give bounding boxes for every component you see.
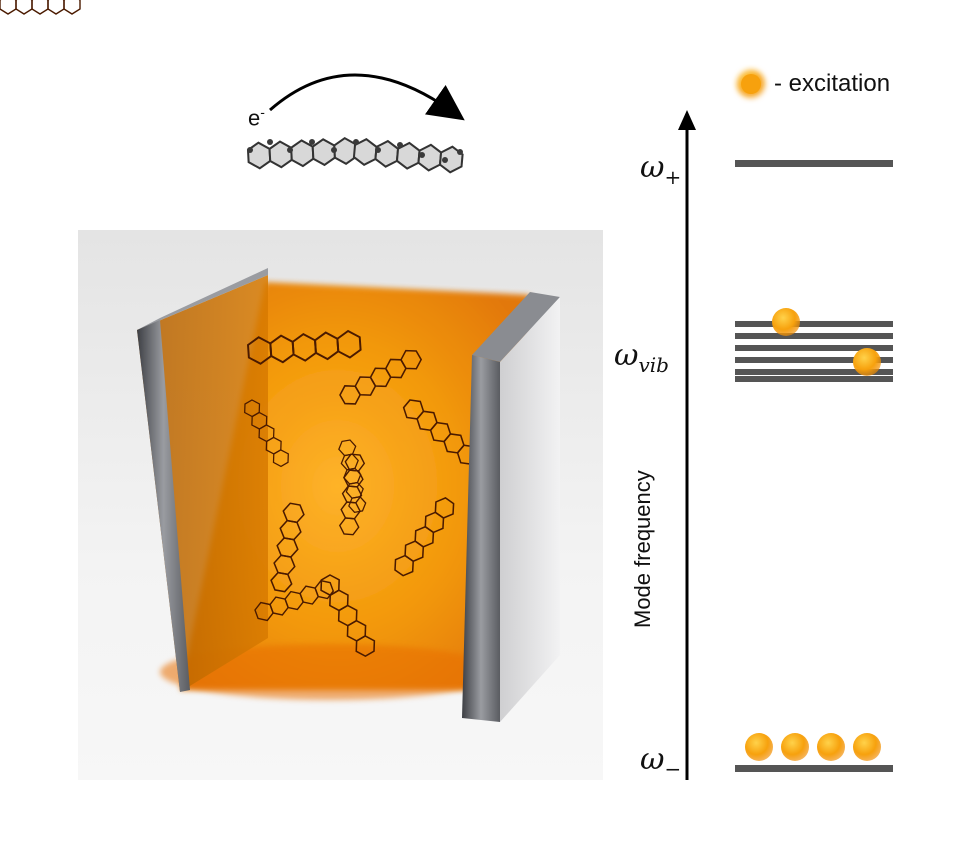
left-mirror: [137, 268, 268, 692]
electron-symbol: e: [248, 105, 261, 131]
excitation-ball: [745, 733, 773, 761]
excitation-ball: [817, 733, 845, 761]
omega-plus-symbol: ω: [640, 150, 665, 185]
excitation-ball: [772, 308, 800, 336]
axis-arrowhead: [678, 110, 696, 130]
legend-excitation-core: [741, 74, 761, 94]
omega-vib-label: ωvib: [614, 338, 669, 377]
excitation-ball: [781, 733, 809, 761]
omega-minus-sub: −: [664, 757, 682, 781]
electron-label: e-: [248, 104, 265, 131]
omega-minus-label: ω−: [640, 742, 681, 781]
omega-plus-sub: +: [664, 165, 682, 189]
lower-level-line: [735, 765, 893, 772]
excitation-ball: [853, 348, 881, 376]
molecules: [0, 0, 482, 660]
omega-vib-sub: vib: [638, 353, 669, 377]
vib-level-lines: [735, 321, 893, 382]
electron-transfer-arrow: [269, 73, 465, 121]
right-mirror: [462, 292, 560, 722]
axis-label: Mode frequency: [630, 470, 655, 628]
excitation-ball: [853, 733, 881, 761]
omega-minus-symbol: ω: [640, 742, 665, 777]
omega-vib-symbol: ω: [614, 338, 639, 373]
electron-charge: -: [260, 104, 265, 120]
omega-plus-label: ω+: [640, 150, 681, 189]
molecule-atoms: [247, 139, 463, 163]
lower-excitations: [745, 733, 881, 761]
legend-label: - excitation: [774, 70, 891, 97]
vib-excitations: [772, 308, 881, 376]
upper-level-line: [735, 160, 893, 167]
